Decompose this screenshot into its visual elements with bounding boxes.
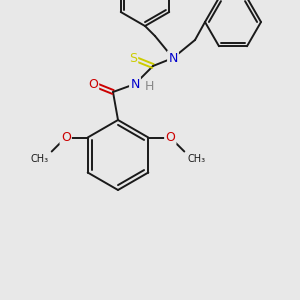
Text: S: S	[129, 52, 137, 64]
Text: CH₃: CH₃	[187, 154, 206, 164]
Text: N: N	[168, 52, 178, 64]
Text: CH₃: CH₃	[31, 154, 49, 164]
Text: O: O	[61, 131, 70, 144]
Text: O: O	[165, 131, 175, 144]
Text: N: N	[130, 77, 140, 91]
Text: H: H	[145, 80, 154, 92]
Text: O: O	[88, 77, 98, 91]
